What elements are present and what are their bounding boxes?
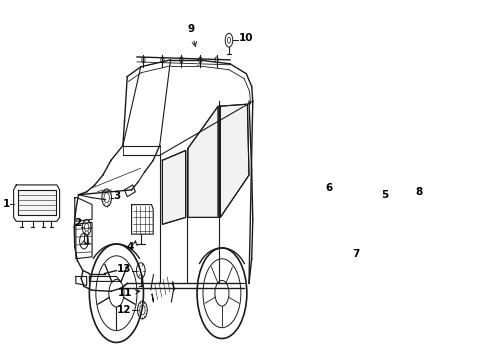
Text: 2: 2 (74, 218, 81, 228)
Polygon shape (187, 106, 218, 217)
Text: 7: 7 (352, 249, 359, 259)
Text: 3: 3 (113, 191, 120, 201)
Text: 4: 4 (126, 242, 133, 252)
Bar (366, 175, 374, 210)
Text: 5: 5 (381, 190, 388, 200)
Text: 8: 8 (414, 187, 422, 197)
Polygon shape (18, 190, 56, 215)
Polygon shape (162, 150, 185, 224)
Bar (362, 202, 373, 249)
Text: 1: 1 (3, 199, 10, 209)
Polygon shape (220, 104, 248, 217)
Text: 9: 9 (187, 24, 194, 34)
Text: 13: 13 (116, 264, 131, 274)
Text: 11: 11 (118, 288, 132, 298)
Text: 12: 12 (117, 305, 131, 315)
Text: 6: 6 (325, 183, 332, 193)
Text: 10: 10 (238, 33, 253, 43)
